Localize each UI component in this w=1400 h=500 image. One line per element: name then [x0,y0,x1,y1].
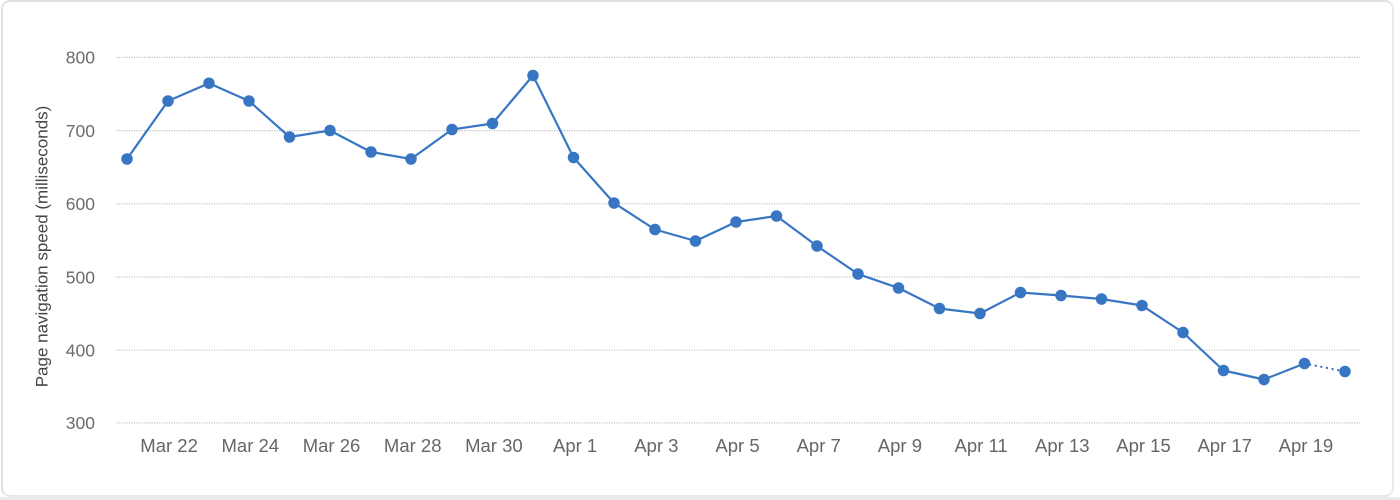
svg-text:Mar 22: Mar 22 [140,435,198,456]
svg-text:Apr 11: Apr 11 [955,435,1008,456]
svg-text:700: 700 [66,121,95,141]
svg-text:Mar 26: Mar 26 [303,435,361,456]
svg-text:500: 500 [66,267,95,287]
svg-text:Mar 30: Mar 30 [465,435,523,456]
svg-text:300: 300 [66,413,95,433]
svg-text:600: 600 [66,194,95,214]
svg-text:Apr 1: Apr 1 [553,435,597,456]
svg-text:Apr 17: Apr 17 [1197,435,1252,456]
svg-text:Apr 13: Apr 13 [1035,435,1090,456]
svg-text:400: 400 [66,341,95,361]
svg-text:Mar 24: Mar 24 [222,435,280,456]
svg-text:Apr 7: Apr 7 [797,435,841,456]
svg-text:Mar 28: Mar 28 [384,435,442,456]
svg-text:Apr 9: Apr 9 [878,435,922,456]
svg-text:800: 800 [66,48,95,68]
svg-text:Apr 5: Apr 5 [715,435,759,456]
svg-text:Apr 19: Apr 19 [1279,435,1334,456]
svg-text:Page navigation speed (millise: Page navigation speed (milliseconds) [33,106,52,388]
svg-text:Apr 3: Apr 3 [634,435,678,456]
svg-text:Apr 15: Apr 15 [1116,435,1171,456]
